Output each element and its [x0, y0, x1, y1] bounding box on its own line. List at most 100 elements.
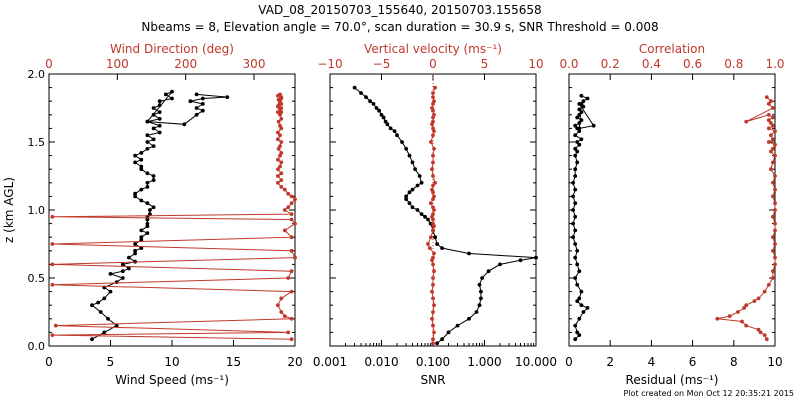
- data-point-speed: [133, 160, 138, 165]
- data-point-residual: [577, 129, 582, 134]
- data-point-speed: [200, 96, 205, 101]
- data-point-residual: [573, 174, 578, 178]
- x2-tick-label: 10: [528, 57, 543, 71]
- x-tick-label: 15: [226, 355, 241, 369]
- data-point-direction: [279, 310, 284, 314]
- data-point-correlation: [769, 133, 773, 138]
- data-point-residual: [579, 118, 584, 123]
- data-point-snr: [352, 85, 357, 90]
- x-tick-label: 10: [767, 355, 782, 369]
- data-point-direction: [282, 208, 287, 212]
- data-point-residual: [581, 104, 586, 109]
- data-point-w: [431, 133, 435, 138]
- data-point-direction: [282, 187, 287, 192]
- data-point-residual: [571, 194, 575, 199]
- data-point-correlation: [758, 330, 763, 335]
- data-point-residual: [573, 187, 578, 192]
- x2-tick-label: 0.8: [724, 57, 743, 71]
- data-point-speed: [139, 198, 144, 203]
- data-point-residual: [577, 316, 582, 321]
- data-point-snr: [415, 208, 420, 212]
- data-point-correlation: [771, 269, 775, 274]
- data-point-correlation: [771, 106, 775, 110]
- data-point-residual: [577, 333, 582, 337]
- data-point-snr: [404, 146, 408, 151]
- data-point-snr: [426, 217, 430, 222]
- data-point-correlation: [771, 146, 775, 151]
- data-point-w: [432, 303, 436, 308]
- data-point-residual: [573, 153, 578, 158]
- data-point-direction: [276, 97, 281, 102]
- data-point-speed: [139, 235, 144, 240]
- data-point-snr: [474, 310, 479, 314]
- data-point-residual: [581, 310, 586, 314]
- data-point-correlation: [740, 319, 744, 324]
- data-point-residual: [571, 180, 575, 185]
- data-point-speed: [151, 106, 156, 110]
- data-point-speed: [157, 123, 162, 128]
- data-point-direction: [282, 314, 287, 318]
- data-point-snr: [435, 341, 439, 346]
- x-tick-label: 0.010: [364, 355, 398, 369]
- series-line-direction: [52, 93, 296, 340]
- data-point-w: [431, 183, 435, 188]
- data-point-correlation: [756, 327, 761, 332]
- x2-tick-label: 100: [106, 57, 129, 71]
- data-point-direction: [289, 248, 294, 253]
- data-point-direction: [289, 269, 294, 274]
- data-point-w: [430, 106, 434, 110]
- panel-residual: 0 2 4 6 8 10 Residual (ms⁻¹) 0.0 0.2 0.4 0.6 0.8 1.0…: [559, 42, 784, 387]
- data-point-correlation: [769, 149, 773, 154]
- data-point-snr: [486, 269, 491, 274]
- data-point-speed: [96, 300, 101, 305]
- data-point-speed: [145, 119, 150, 124]
- data-point-w: [431, 221, 435, 226]
- x2-tick-label: 0.6: [683, 57, 702, 71]
- data-point-direction: [278, 164, 282, 169]
- y-tick-label: 2.0: [28, 68, 46, 81]
- data-point-correlation: [771, 276, 775, 280]
- data-point-residual: [575, 248, 580, 253]
- x2-tick-label: 200: [174, 57, 197, 71]
- data-point-residual: [585, 306, 590, 310]
- data-point-w: [432, 112, 436, 117]
- data-point-residual: [573, 133, 578, 138]
- data-point-correlation: [766, 118, 771, 123]
- x2-tick-label: 0: [429, 57, 437, 71]
- x2-tick-label: 0.2: [601, 57, 620, 71]
- data-point-direction: [289, 235, 294, 240]
- x-tick-label: 10: [164, 355, 179, 369]
- data-point-speed: [200, 102, 205, 106]
- data-point-direction: [289, 194, 294, 199]
- data-point-speed: [170, 89, 174, 94]
- data-point-residual: [575, 140, 580, 144]
- data-point-speed: [157, 130, 162, 135]
- data-point-w: [431, 228, 435, 233]
- data-point-direction: [50, 333, 55, 337]
- y-axis-label: z (km AGL): [2, 177, 16, 243]
- data-point-correlation: [766, 126, 771, 131]
- data-point-speed: [151, 174, 156, 178]
- data-point-speed: [108, 272, 113, 276]
- data-point-speed: [133, 248, 138, 253]
- data-point-direction: [276, 119, 281, 124]
- data-point-speed: [133, 153, 138, 158]
- data-point-residual: [577, 296, 582, 301]
- data-point-snr: [371, 102, 376, 106]
- y-tick-label: 0.0: [28, 340, 46, 353]
- plot-frame: [568, 73, 776, 347]
- data-point-correlation: [742, 306, 746, 310]
- x-tick-label: 6: [689, 355, 697, 369]
- x-tick-label: 8: [730, 355, 738, 369]
- data-point-correlation: [771, 137, 775, 142]
- data-point-correlation: [762, 289, 767, 294]
- data-point-correlation: [762, 333, 767, 337]
- data-point-w: [431, 126, 435, 131]
- data-point-w: [431, 160, 435, 165]
- data-point-snr: [407, 201, 412, 206]
- data-point-residual: [573, 146, 578, 151]
- data-point-direction: [279, 110, 284, 114]
- data-point-direction: [289, 201, 294, 206]
- data-point-direction: [279, 171, 284, 176]
- data-point-speed: [182, 122, 187, 127]
